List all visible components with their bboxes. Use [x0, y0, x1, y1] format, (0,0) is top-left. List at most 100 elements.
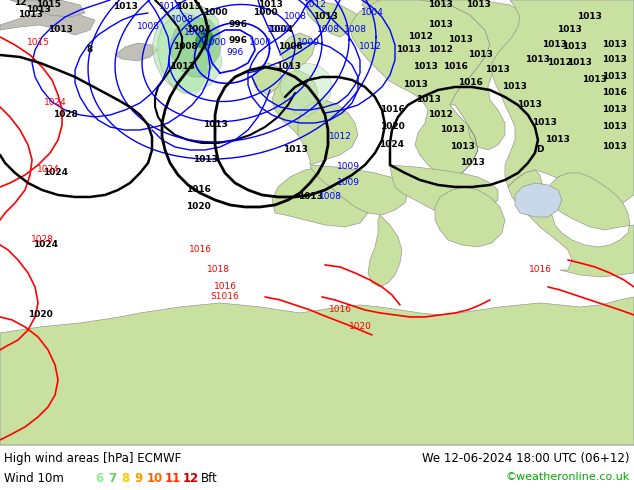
Text: 1024: 1024 — [42, 169, 68, 177]
Text: 1008: 1008 — [136, 23, 160, 31]
Text: 1013: 1013 — [578, 13, 602, 22]
Polygon shape — [272, 167, 370, 227]
Text: 1008: 1008 — [318, 193, 342, 201]
Text: 1013: 1013 — [602, 122, 628, 131]
Text: 1009: 1009 — [337, 178, 359, 188]
Polygon shape — [508, 170, 634, 277]
Polygon shape — [280, 33, 315, 70]
Text: D: D — [536, 146, 544, 154]
Text: 12: 12 — [14, 0, 26, 7]
Text: 1008: 1008 — [172, 43, 197, 51]
Polygon shape — [0, 10, 95, 35]
Text: 1013: 1013 — [460, 158, 484, 168]
Text: 1013: 1013 — [545, 135, 571, 145]
Polygon shape — [350, 0, 490, 177]
Polygon shape — [298, 100, 358, 165]
Text: 1008: 1008 — [344, 25, 366, 34]
Text: 1013: 1013 — [113, 2, 138, 11]
Text: 1013: 1013 — [297, 193, 323, 201]
Text: 7: 7 — [108, 472, 116, 485]
Polygon shape — [515, 183, 562, 217]
Text: 10: 10 — [147, 472, 163, 485]
Polygon shape — [492, 0, 634, 210]
Text: 1013: 1013 — [533, 119, 557, 127]
Text: ©weatheronline.co.uk: ©weatheronline.co.uk — [506, 472, 630, 482]
Text: 1009: 1009 — [297, 39, 320, 48]
Polygon shape — [152, 5, 220, 93]
Text: 1012: 1012 — [359, 43, 382, 51]
Text: 1013: 1013 — [467, 50, 493, 59]
Text: 1024: 1024 — [380, 141, 404, 149]
Text: 1013: 1013 — [283, 146, 307, 154]
Text: 1016: 1016 — [529, 266, 552, 274]
Text: 1013: 1013 — [517, 100, 543, 109]
Text: 1013: 1013 — [567, 58, 592, 68]
Text: 1020: 1020 — [380, 122, 404, 131]
Text: 1012: 1012 — [158, 2, 181, 11]
Text: 1000: 1000 — [203, 8, 228, 18]
Text: 1012: 1012 — [408, 32, 432, 42]
Text: 1028: 1028 — [53, 110, 77, 120]
Text: 1013: 1013 — [427, 0, 453, 9]
Text: 6: 6 — [95, 472, 103, 485]
Text: 1012: 1012 — [427, 46, 453, 54]
Polygon shape — [0, 297, 634, 445]
Text: 1012: 1012 — [304, 0, 327, 9]
Text: 1024: 1024 — [32, 241, 58, 249]
Text: 1013: 1013 — [602, 143, 628, 151]
Text: 1004: 1004 — [268, 25, 292, 34]
Text: Wind 10m: Wind 10m — [4, 472, 64, 485]
Text: 1008: 1008 — [278, 43, 302, 51]
Text: S1016: S1016 — [210, 293, 240, 301]
Text: 996: 996 — [228, 36, 247, 46]
Text: 1008: 1008 — [171, 16, 193, 24]
Text: 8: 8 — [87, 46, 93, 54]
Text: 1012: 1012 — [427, 110, 453, 120]
Text: 1013: 1013 — [396, 46, 420, 54]
Text: 1016: 1016 — [186, 186, 210, 195]
Text: 1013: 1013 — [557, 25, 583, 34]
Text: 1013: 1013 — [602, 105, 628, 115]
Text: 1020: 1020 — [28, 311, 53, 319]
Polygon shape — [415, 0, 465, 33]
Polygon shape — [280, 63, 332, 117]
Text: 1013: 1013 — [176, 2, 200, 11]
Text: 1008: 1008 — [316, 25, 339, 34]
Text: 1013: 1013 — [415, 96, 441, 104]
Text: 1013: 1013 — [257, 0, 282, 9]
Polygon shape — [390, 165, 498, 217]
Text: 11: 11 — [165, 472, 181, 485]
Text: 1013: 1013 — [427, 21, 453, 29]
Text: 1013: 1013 — [602, 41, 628, 49]
Polygon shape — [310, 165, 408, 215]
Text: 1004: 1004 — [361, 8, 384, 18]
Text: 1020: 1020 — [349, 322, 372, 331]
Polygon shape — [115, 43, 158, 61]
Text: 1013: 1013 — [313, 13, 337, 22]
Text: 1009: 1009 — [337, 163, 359, 172]
Text: 1024: 1024 — [44, 98, 67, 107]
Text: 1013: 1013 — [450, 143, 474, 151]
Text: 1013: 1013 — [503, 82, 527, 92]
Text: 996: 996 — [226, 49, 243, 57]
Text: 1004: 1004 — [266, 25, 290, 34]
Text: 1015: 1015 — [27, 39, 49, 48]
Text: 1024: 1024 — [37, 166, 60, 174]
Polygon shape — [305, 0, 360, 37]
Polygon shape — [10, 0, 85, 17]
Text: 8: 8 — [121, 472, 129, 485]
Text: 1013: 1013 — [448, 35, 472, 45]
Text: 1015: 1015 — [36, 0, 60, 9]
Text: 1013: 1013 — [526, 55, 550, 65]
Text: 1016: 1016 — [602, 89, 628, 98]
Polygon shape — [195, 30, 215, 50]
Text: 1012: 1012 — [548, 58, 573, 68]
Text: We 12-06-2024 18:00 UTC (06+12): We 12-06-2024 18:00 UTC (06+12) — [422, 452, 630, 465]
Text: 1013: 1013 — [583, 75, 607, 84]
Text: 1013: 1013 — [25, 5, 51, 15]
Text: Bft: Bft — [201, 472, 217, 485]
Text: 1004: 1004 — [184, 28, 207, 38]
Text: 996: 996 — [228, 21, 247, 29]
Text: 1013: 1013 — [465, 0, 491, 9]
Text: 1013: 1013 — [193, 155, 217, 165]
